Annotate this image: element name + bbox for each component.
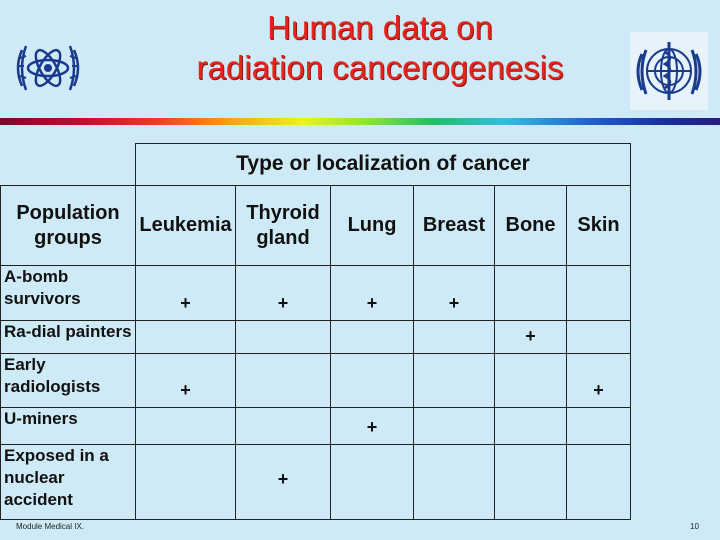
table-cell: +: [494, 320, 567, 354]
column-header: Skin: [566, 185, 631, 266]
title-line-2: radiation cancerogenesis: [196, 49, 564, 86]
page-number: 10: [690, 522, 699, 531]
table-cell: [494, 353, 567, 408]
row-label: U-miners: [0, 407, 136, 445]
table-cell: [235, 353, 331, 408]
table-cell: [235, 407, 331, 445]
table-cell: [494, 444, 567, 520]
row-label: Early radiologists: [0, 353, 136, 408]
table-cell: [413, 407, 495, 445]
cancer-data-table: Type or localization of cancer Populatio…: [0, 143, 631, 520]
table-empty-corner: [0, 143, 136, 186]
table-cell: +: [135, 265, 236, 321]
table-cell: [330, 444, 414, 520]
title-line-1: Human data on: [267, 9, 493, 46]
table-cell: +: [135, 353, 236, 408]
table-row: Ra-dial painters +: [0, 320, 631, 354]
table-cell: [566, 320, 631, 354]
row-label: Exposed in a nuclear accident: [0, 444, 136, 520]
table-cell: [413, 320, 495, 354]
column-header: Thyroid gland: [235, 185, 331, 266]
table-row: Early radiologists + +: [0, 353, 631, 408]
population-groups-header: Population groups: [0, 185, 136, 266]
table-cell: [566, 444, 631, 520]
table-cell: [413, 444, 495, 520]
table-cell: [566, 265, 631, 321]
table-row: Exposed in a nuclear accident +: [0, 444, 631, 520]
rainbow-divider: [0, 118, 720, 125]
slide-title: Human data on radiation cancerogenesis: [120, 8, 640, 88]
table-cell: +: [330, 407, 414, 445]
table-cell: [235, 320, 331, 354]
table-row: U-miners +: [0, 407, 631, 445]
table-cell: [330, 353, 414, 408]
column-header: Breast: [413, 185, 495, 266]
cancer-type-header: Type or localization of cancer: [135, 143, 631, 186]
table-cell: [413, 353, 495, 408]
table-cell: +: [566, 353, 631, 408]
table-row: A-bomb survivors + + + +: [0, 265, 631, 321]
table-cell: [494, 407, 567, 445]
table-cell: [135, 407, 236, 445]
row-label: Ra-dial painters: [0, 320, 136, 354]
table-cell: +: [330, 265, 414, 321]
column-header: Leukemia: [135, 185, 236, 266]
table-cell: [135, 444, 236, 520]
table-cell: +: [235, 444, 331, 520]
table-cell: [566, 407, 631, 445]
footer-module-label: Module Medical IX.: [16, 522, 85, 531]
table-cell: [135, 320, 236, 354]
table-cell: [494, 265, 567, 321]
table-cell: +: [413, 265, 495, 321]
who-un-emblem-icon: [630, 32, 708, 110]
row-label: A-bomb survivors: [0, 265, 136, 321]
column-header: Bone: [494, 185, 567, 266]
column-header: Lung: [330, 185, 414, 266]
table-cell: [330, 320, 414, 354]
iaea-atom-emblem-icon: [16, 45, 80, 91]
table-cell: +: [235, 265, 331, 321]
